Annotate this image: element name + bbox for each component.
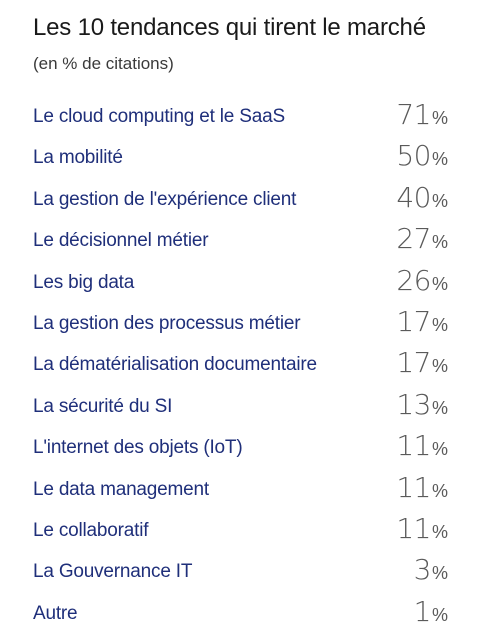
trend-value-number: 71 — [396, 98, 431, 131]
trend-label: Le collaboratif — [33, 520, 149, 541]
trend-value: 71% — [396, 98, 448, 138]
table-row: La sécurité du SI 13% — [0, 388, 500, 428]
trend-value-number: 50 — [396, 139, 431, 173]
trend-value-number: 1 — [413, 594, 432, 628]
trend-value: 11% — [396, 471, 448, 511]
chart-subtitle: (en % de citations) — [33, 54, 174, 73]
trend-value-number: 13 — [396, 387, 431, 421]
table-row: L'internet des objets (IoT) 11% — [0, 429, 500, 469]
trend-value-unit: % — [431, 149, 448, 170]
trend-value-number: 40 — [396, 180, 431, 214]
trend-label: La sécurité du SI — [33, 395, 173, 417]
trend-value: 13% — [396, 388, 448, 428]
trend-value-number: 17 — [396, 346, 431, 380]
trend-label: Le décisionnel métier — [33, 230, 209, 252]
trend-value-number: 11 — [396, 512, 431, 545]
trend-value: 3% — [414, 553, 448, 593]
trend-label: Le cloud computing et le SaaS — [33, 106, 285, 127]
trend-value: 11% — [396, 512, 448, 552]
trend-value: 17% — [396, 305, 448, 345]
trend-label: La dématérialisation documentaire — [33, 354, 317, 376]
table-row: Le collaboratif 11% — [0, 512, 500, 552]
trend-label: La mobilité — [33, 147, 123, 169]
trend-value: 17% — [396, 346, 448, 386]
trend-label: Autre — [33, 602, 78, 624]
trend-value-number: 26 — [396, 263, 431, 297]
table-row: La dématérialisation documentaire 17% — [0, 346, 500, 386]
trend-label: La gestion des processus métier — [33, 313, 301, 334]
trend-value-number: 17 — [396, 305, 431, 338]
trend-value-unit: % — [431, 604, 448, 625]
trend-value-number: 27 — [396, 222, 431, 256]
trend-value-number: 11 — [396, 429, 431, 463]
trend-value-unit: % — [431, 563, 448, 584]
trend-value: 26% — [396, 264, 448, 304]
trend-value-unit: % — [431, 356, 448, 377]
trend-value-unit: % — [431, 315, 448, 335]
trend-value: 40% — [396, 181, 448, 221]
trend-label: Le data management — [33, 478, 209, 500]
table-row: La mobilité 50% — [0, 139, 500, 179]
trend-value-unit: % — [431, 480, 448, 501]
trend-value-number: 11 — [396, 470, 431, 504]
trend-value: 11% — [396, 429, 448, 469]
trend-label: L'internet des objets (IoT) — [33, 437, 243, 459]
table-row: Le décisionnel métier 27% — [0, 222, 500, 262]
trend-value: 50% — [396, 139, 448, 179]
table-row: Autre 1% — [0, 595, 500, 635]
trend-value: 1% — [414, 595, 448, 635]
trend-value-unit: % — [431, 190, 448, 211]
trend-label: La Gouvernance IT — [33, 561, 193, 583]
trend-value-unit: % — [431, 108, 448, 128]
table-row: La gestion des processus métier 17% — [0, 305, 500, 345]
table-row: La gestion de l'expérience client 40% — [0, 181, 500, 221]
trend-value-unit: % — [431, 273, 448, 294]
trend-value-unit: % — [431, 397, 448, 418]
trend-value-number: 3 — [413, 553, 432, 587]
table-row: Le cloud computing et le SaaS 71% — [0, 98, 500, 138]
chart-title: Les 10 tendances qui tirent le marché — [33, 14, 426, 41]
trend-value: 27% — [396, 222, 448, 262]
trend-value-unit: % — [431, 522, 448, 542]
table-row: Le data management 11% — [0, 471, 500, 511]
trend-value-unit: % — [431, 439, 448, 460]
trend-label: La gestion de l'expérience client — [33, 188, 297, 210]
table-row: Les big data 26% — [0, 264, 500, 304]
table-row: La Gouvernance IT 3% — [0, 553, 500, 593]
trend-label: Les big data — [33, 271, 135, 293]
trend-value-unit: % — [431, 232, 448, 253]
